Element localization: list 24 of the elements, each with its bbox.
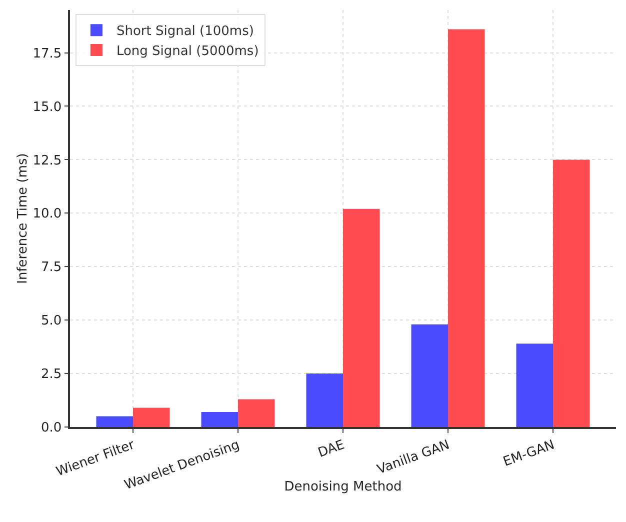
bar xyxy=(553,160,590,427)
bar xyxy=(306,374,343,427)
y-axis-title: Inference Time (ms) xyxy=(16,153,31,284)
bar xyxy=(201,412,238,427)
x-axis-title: Denoising Method xyxy=(284,480,402,495)
y-tick-label: 7.5 xyxy=(40,260,62,276)
x-tick-label: Vanilla GAN xyxy=(375,438,452,478)
bar xyxy=(448,29,485,427)
bar xyxy=(133,408,170,427)
y-tick-label: 10.0 xyxy=(32,206,62,222)
bar xyxy=(96,416,133,427)
bar xyxy=(411,324,448,427)
legend-label: Short Signal (100ms) xyxy=(116,24,254,40)
y-tick-label: 15.0 xyxy=(32,100,62,115)
bar xyxy=(343,208,380,427)
y-tick-label: 17.5 xyxy=(32,46,62,62)
y-tick-label: 2.5 xyxy=(40,367,62,382)
bar xyxy=(516,344,553,427)
legend-label: Long Signal (5000ms) xyxy=(116,44,259,60)
y-tick-label: 5.0 xyxy=(40,314,62,329)
y-tick-label: 0.0 xyxy=(40,420,62,436)
y-tick-label: 12.5 xyxy=(32,153,62,168)
x-tick-label: DAE xyxy=(316,438,347,461)
bar xyxy=(238,399,275,427)
